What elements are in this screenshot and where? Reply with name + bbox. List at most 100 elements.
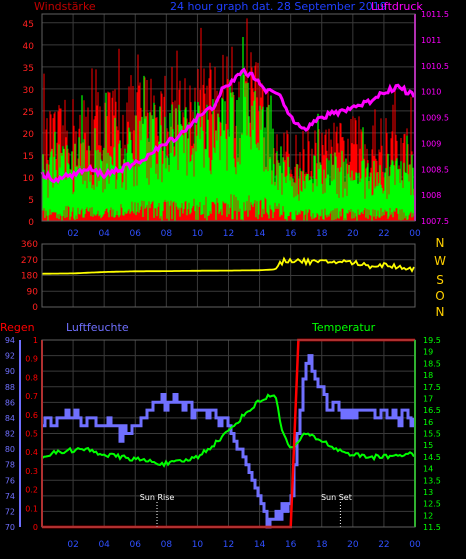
wind-x-tick-22: 22	[378, 229, 389, 239]
temp-y-tick-12.5: 12.5	[423, 500, 441, 509]
regen-title: Regen	[0, 321, 35, 334]
rain-y-tick-0.5: 0.5	[25, 430, 38, 439]
pressure-y-tick-1008: 1008	[421, 191, 441, 200]
humidity-x-tick-10: 10	[192, 540, 204, 550]
humidity-x-tick-22: 22	[378, 540, 389, 550]
temp-y-tick-15.5: 15.5	[423, 430, 441, 439]
compass-letter-0: N	[436, 236, 445, 250]
direction-y-tick-360: 360	[21, 240, 38, 250]
rain-y-tick-0.2: 0.2	[25, 486, 38, 495]
humidity-y-tick-74: 74	[5, 492, 15, 501]
pressure-y-tick-1010.5: 1010.5	[421, 62, 449, 71]
temp-y-tick-16.5: 16.5	[423, 406, 441, 415]
rain-y-tick-0.4: 0.4	[25, 448, 38, 457]
temp-y-tick-17.5: 17.5	[423, 383, 441, 392]
direction-y-tick-180: 180	[21, 272, 38, 282]
rain-y-tick-0.8: 0.8	[25, 373, 38, 382]
humidity-series	[42, 354, 416, 529]
humidity-x-tick-00: 00	[409, 540, 421, 550]
humidity-x-tick-02: 02	[67, 540, 78, 550]
temp-y-tick-19: 19	[423, 348, 433, 357]
humidity-y-tick-86: 86	[5, 398, 15, 407]
temp-y-tick-18.5: 18.5	[423, 359, 441, 368]
humidity-x-tick-18: 18	[316, 540, 328, 550]
direction-frame	[41, 243, 416, 308]
temp-y-tick-18: 18	[423, 371, 433, 380]
pressure-y-tick-1009.5: 1009.5	[421, 114, 449, 123]
humidity-x-tick-14: 14	[254, 540, 266, 550]
wind-y-tick-35: 35	[23, 64, 34, 74]
wind-x-tick-14: 14	[254, 229, 266, 239]
humidity-y-tick-94: 94	[5, 336, 15, 345]
humidity-y-tick-80: 80	[5, 445, 15, 454]
humidity-x-tick-20: 20	[347, 540, 359, 550]
temperature-series	[41, 393, 415, 468]
sun-rise-label: Sun Rise	[140, 493, 175, 502]
wind-x-tick-10: 10	[192, 229, 204, 239]
pressure-y-tick-1007.5: 1007.5	[421, 217, 449, 226]
temp-y-tick-11.5: 11.5	[423, 523, 441, 532]
direction-y-tick-0: 0	[32, 303, 38, 313]
humidity-y-tick-88: 88	[5, 383, 15, 392]
pressure-y-tick-1008.5: 1008.5	[421, 165, 449, 174]
luftfeuchte-title: Luftfeuchte	[66, 321, 129, 334]
temp-y-tick-13: 13	[423, 488, 433, 497]
temp-y-tick-15: 15	[423, 441, 433, 450]
wind-y-tick-5: 5	[28, 196, 34, 206]
pressure-y-tick-1009: 1009	[421, 139, 441, 148]
compass-letter-4: N	[436, 305, 445, 319]
pressure-y-tick-1010: 1010	[421, 88, 441, 97]
wind-y-tick-30: 30	[23, 86, 35, 96]
humidity-y-tick-70: 70	[5, 523, 15, 532]
wind-y-tick-20: 20	[23, 130, 35, 140]
temperatur-title: Temperatur	[312, 321, 376, 334]
pressure-y-tick-1011.5: 1011.5	[421, 10, 449, 19]
rain-y-tick-0.1: 0.1	[25, 504, 38, 513]
temp-y-tick-12: 12	[423, 511, 433, 520]
temp-y-tick-14.5: 14.5	[423, 453, 441, 462]
rain-y-tick-0.9: 0.9	[25, 355, 38, 364]
compass-letter-2: S	[436, 273, 444, 287]
humidity-y-tick-82: 82	[5, 430, 15, 439]
compass-letter-3: O	[435, 289, 444, 303]
humidity-frame	[41, 339, 416, 528]
humidity-x-tick-12: 12	[223, 540, 234, 550]
temp-y-tick-13.5: 13.5	[423, 476, 441, 485]
wind-x-tick-16: 16	[285, 229, 297, 239]
humidity-x-tick-06: 06	[130, 540, 142, 550]
humidity-y-tick-76: 76	[5, 476, 15, 485]
sun-set-label: Sun Set	[321, 493, 352, 502]
wind-x-tick-20: 20	[347, 229, 359, 239]
temp-y-tick-14: 14	[423, 465, 433, 474]
wind-x-tick-02: 02	[67, 229, 78, 239]
compass-letter-1: W	[434, 254, 446, 268]
rain-y-tick-1: 1	[33, 336, 38, 345]
wind-y-tick-0: 0	[28, 218, 34, 228]
pressure-y-tick-1011: 1011	[421, 36, 441, 45]
humidity-y-tick-84: 84	[5, 414, 15, 423]
graph-date-title: 24 hour graph dat. 28 September 2019	[170, 0, 387, 13]
pressure-series	[40, 67, 416, 184]
wind-x-tick-06: 06	[130, 229, 142, 239]
direction-y-tick-90: 90	[27, 287, 39, 297]
temp-y-tick-16: 16	[423, 418, 433, 427]
windstaerke-title: Windstärke	[34, 0, 96, 13]
humidity-y-tick-90: 90	[5, 367, 15, 376]
wind-y-tick-40: 40	[23, 42, 35, 52]
wind-x-tick-18: 18	[316, 229, 328, 239]
luftdruck-title: Luftdruck	[371, 0, 423, 13]
wind-x-tick-12: 12	[223, 229, 234, 239]
wind-x-tick-04: 04	[98, 229, 110, 239]
humidity-y-tick-92: 92	[5, 352, 15, 361]
rain-y-tick-0: 0	[33, 523, 38, 532]
wind-y-tick-10: 10	[23, 174, 35, 184]
wind-x-tick-08: 08	[161, 229, 173, 239]
wind-avg-series	[42, 37, 415, 221]
rain-y-tick-0.7: 0.7	[25, 392, 38, 401]
humidity-y-tick-72: 72	[5, 507, 15, 516]
direction-y-tick-270: 270	[21, 256, 38, 266]
temp-y-tick-17: 17	[423, 394, 433, 403]
rain-y-tick-0.3: 0.3	[25, 467, 38, 476]
